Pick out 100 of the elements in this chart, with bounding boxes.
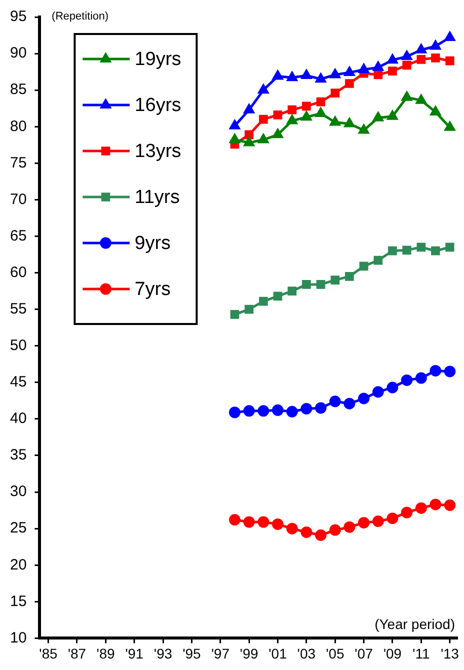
x-tick-label: '07 <box>354 645 374 662</box>
point <box>286 115 298 124</box>
point <box>430 498 442 510</box>
point <box>272 518 284 530</box>
point <box>402 50 412 60</box>
point <box>244 104 254 114</box>
y-tick-label: 60 <box>10 264 27 281</box>
point <box>316 280 326 289</box>
y-tick-label: 45 <box>10 374 27 391</box>
point <box>444 499 456 511</box>
point <box>444 122 455 131</box>
point <box>431 53 440 62</box>
point <box>372 386 384 398</box>
point <box>258 405 270 417</box>
point <box>272 404 284 416</box>
point <box>344 521 356 533</box>
point <box>258 516 270 528</box>
point <box>388 66 397 76</box>
point <box>416 242 426 252</box>
point <box>228 514 240 526</box>
x-tick-label: '09 <box>383 645 402 662</box>
x-tick-label: '87 <box>68 645 86 662</box>
point <box>430 40 441 50</box>
point <box>387 54 398 64</box>
point <box>401 374 413 386</box>
legend-label: 16yrs <box>134 95 182 116</box>
point <box>358 516 370 528</box>
point <box>300 402 312 414</box>
point <box>230 120 240 130</box>
point <box>300 526 312 538</box>
point <box>258 114 268 124</box>
point <box>359 262 368 271</box>
point <box>273 110 282 120</box>
x-tick-label: '03 <box>297 645 316 662</box>
point <box>358 392 370 404</box>
y-axis-title: (Repetition) <box>52 10 109 23</box>
y-tick-label: 15 <box>10 592 27 610</box>
y-tick-label: 30 <box>10 483 27 500</box>
x-tick-label: '97 <box>211 645 230 662</box>
point <box>445 242 454 252</box>
y-tick-label: 40 <box>10 410 27 428</box>
point <box>416 54 426 64</box>
legend-label: 19yrs <box>134 49 182 70</box>
x-tick-label: '93 <box>154 645 172 662</box>
y-tick-label: 85 <box>10 81 27 98</box>
point <box>415 372 427 384</box>
point <box>386 382 398 394</box>
point <box>372 516 384 528</box>
point <box>416 94 426 104</box>
point <box>230 134 240 144</box>
legend-label: 11yrs <box>134 187 180 208</box>
point <box>402 60 412 70</box>
point <box>302 280 311 289</box>
point <box>387 110 398 120</box>
point <box>430 364 442 376</box>
point <box>258 84 269 94</box>
y-tick-label: 65 <box>10 227 27 244</box>
point <box>402 92 412 101</box>
point <box>315 529 327 541</box>
y-tick-label: 90 <box>10 44 27 62</box>
point <box>401 506 413 518</box>
point <box>431 246 440 256</box>
point <box>316 108 326 117</box>
point <box>228 406 240 418</box>
point <box>358 64 369 74</box>
point <box>344 118 355 128</box>
point <box>258 296 268 306</box>
point <box>402 246 412 255</box>
point <box>272 128 283 138</box>
y-tick-label: 25 <box>10 520 27 537</box>
point <box>344 398 356 410</box>
point <box>288 105 297 114</box>
point <box>345 79 354 88</box>
point <box>444 366 456 378</box>
x-tick-label: '11 <box>412 645 430 662</box>
x-tick-label: '01 <box>268 645 288 662</box>
x-tick-label: '99 <box>240 645 258 662</box>
x-tick-label: '13 <box>440 645 460 662</box>
point <box>244 130 254 140</box>
point <box>243 516 255 528</box>
x-axis-title: (Year period) <box>374 616 455 632</box>
point <box>272 70 283 80</box>
point <box>374 256 383 265</box>
y-tick-label: 10 <box>10 629 27 646</box>
x-tick-label: '85 <box>39 645 58 662</box>
point <box>315 402 327 414</box>
point <box>372 62 384 71</box>
legend-label: 9yrs <box>134 233 171 254</box>
point <box>301 111 312 121</box>
point <box>302 102 311 111</box>
point <box>374 70 383 80</box>
x-tick-label: '05 <box>326 645 344 662</box>
point <box>230 310 240 319</box>
y-tick-label: 55 <box>10 300 27 318</box>
y-tick-label: 80 <box>10 118 27 135</box>
point <box>416 44 426 54</box>
point <box>345 272 354 281</box>
point <box>288 286 297 296</box>
point <box>330 276 340 285</box>
legend-label: 7yrs <box>134 279 171 300</box>
